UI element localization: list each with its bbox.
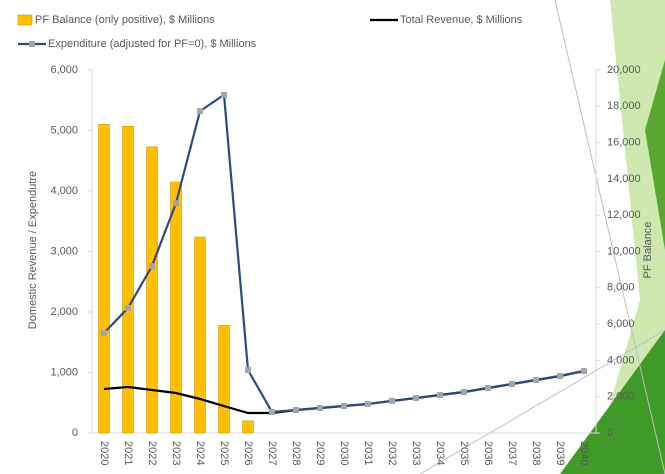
y2-tick-label: 14,000 <box>607 173 641 185</box>
bar <box>195 237 206 433</box>
marker <box>581 368 587 374</box>
y2-tick-label: 12,000 <box>607 209 641 221</box>
y-tick-label: 1,000 <box>50 366 78 378</box>
legend-label: Total Revenue, $ Millions <box>400 14 523 26</box>
x-tick-label: 2036 <box>482 441 494 465</box>
x-tick-label: 2040 <box>578 441 590 465</box>
y-tick-label: 3,000 <box>50 245 78 257</box>
marker <box>149 263 155 269</box>
y2-tick-label: 8,000 <box>607 282 635 294</box>
marker <box>269 409 275 415</box>
marker <box>317 405 323 411</box>
x-tick-label: 2027 <box>266 441 278 465</box>
bar <box>219 325 230 433</box>
marker <box>389 398 395 404</box>
legend-label: Expenditure (adjusted for PF=0), $ Milli… <box>48 38 257 50</box>
bar <box>243 421 254 433</box>
marker <box>125 305 131 311</box>
x-tick-label: 2030 <box>338 441 350 465</box>
marker <box>245 367 251 373</box>
bar <box>171 182 182 433</box>
x-tick-label: 2038 <box>530 441 542 465</box>
y-axis-title: Domestic Revenue / Expendutre <box>27 171 39 329</box>
marker <box>509 381 515 387</box>
marker <box>173 200 179 206</box>
marker <box>221 92 227 98</box>
y2-tick-label: 4,000 <box>607 354 635 366</box>
marker <box>533 377 539 383</box>
legend-swatch <box>18 15 32 25</box>
x-tick-label: 2028 <box>290 441 302 465</box>
marker <box>413 395 419 401</box>
y-tick-label: 4,000 <box>50 185 78 197</box>
y-tick-label: 0 <box>72 427 78 439</box>
x-tick-label: 2020 <box>98 441 110 465</box>
marker <box>557 373 563 379</box>
y2-tick-label: 16,000 <box>607 137 641 149</box>
x-tick-label: 2037 <box>506 441 518 465</box>
y-tick-label: 6,000 <box>50 64 78 76</box>
y-tick-label: 5,000 <box>50 124 78 136</box>
x-tick-label: 2035 <box>458 441 470 465</box>
x-tick-label: 2025 <box>218 441 230 465</box>
y-tick-label: 2,000 <box>50 306 78 318</box>
x-tick-label: 2034 <box>434 441 446 465</box>
chart: Domestic Revenue / Expendutre PF Balance… <box>0 0 665 474</box>
marker <box>461 389 467 395</box>
x-tick-label: 2033 <box>410 441 422 465</box>
x-tick-label: 2039 <box>554 441 566 465</box>
marker <box>197 108 203 114</box>
x-tick-label: 2024 <box>194 441 206 465</box>
marker <box>293 407 299 413</box>
marker <box>437 392 443 398</box>
x-tick-label: 2022 <box>146 441 158 465</box>
legend-swatch <box>29 41 35 47</box>
marker <box>365 401 371 407</box>
x-tick-label: 2031 <box>362 441 374 465</box>
bar <box>99 124 110 433</box>
x-tick-label: 2023 <box>170 441 182 465</box>
x-tick-label: 2032 <box>386 441 398 465</box>
marker <box>485 385 491 391</box>
x-tick-label: 2021 <box>122 441 134 465</box>
x-tick-label: 2029 <box>314 441 326 465</box>
y2-tick-label: 10,000 <box>607 245 641 257</box>
y2-tick-label: 18,000 <box>607 100 641 112</box>
y2-axis-title: PF Balance <box>642 222 654 279</box>
marker <box>341 403 347 409</box>
y2-tick-label: 20,000 <box>607 64 641 76</box>
y2-tick-label: 0 <box>607 427 613 439</box>
y2-tick-label: 6,000 <box>607 318 635 330</box>
legend-label: PF Balance (only positive), $ Millions <box>35 14 215 26</box>
y2-tick-label: 2,000 <box>607 391 635 403</box>
marker <box>101 330 107 336</box>
x-tick-label: 2026 <box>242 441 254 465</box>
